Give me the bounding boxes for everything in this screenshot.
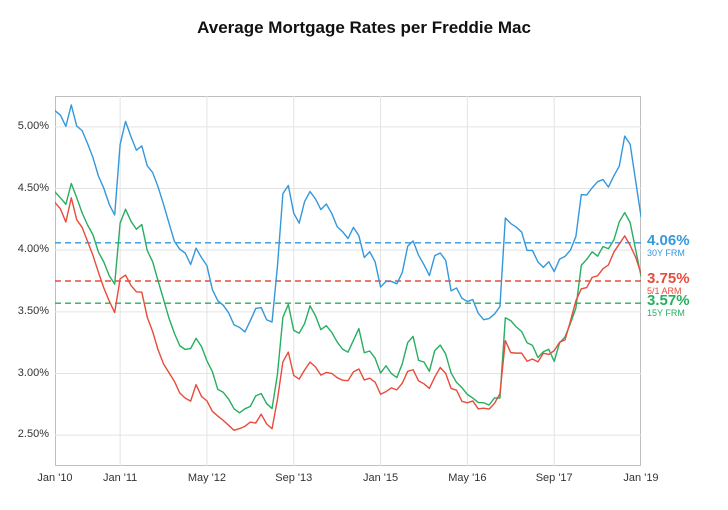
ref-sublabel-ref-30y: 30Y FRM bbox=[647, 249, 685, 258]
chart-container: Average Mortgage Rates per Freddie Mac 2… bbox=[0, 0, 728, 510]
x-tick-label: Sep '17 bbox=[534, 472, 574, 484]
x-tick-label: May '16 bbox=[447, 472, 487, 484]
ref-label-ref-51arm: 3.75% bbox=[647, 271, 690, 286]
x-tick-label: Jan '10 bbox=[35, 472, 75, 484]
chart-title: Average Mortgage Rates per Freddie Mac bbox=[0, 18, 728, 38]
y-tick-label: 3.00% bbox=[18, 367, 49, 379]
x-tick-label: Jan '15 bbox=[361, 472, 401, 484]
x-tick-label: Sep '13 bbox=[274, 472, 314, 484]
y-tick-label: 2.50% bbox=[18, 428, 49, 440]
chart-plot bbox=[55, 96, 641, 466]
x-tick-label: Jan '19 bbox=[621, 472, 661, 484]
y-tick-label: 4.00% bbox=[18, 243, 49, 255]
y-tick-label: 4.50% bbox=[18, 182, 49, 194]
ref-sublabel-ref-15y: 15Y FRM bbox=[647, 309, 685, 318]
x-tick-label: Jan '11 bbox=[100, 472, 140, 484]
x-tick-label: May '12 bbox=[187, 472, 227, 484]
y-tick-label: 3.50% bbox=[18, 305, 49, 317]
y-tick-label: 5.00% bbox=[18, 120, 49, 132]
ref-label-ref-15y: 3.57% bbox=[647, 293, 690, 308]
ref-label-ref-30y: 4.06% bbox=[647, 233, 690, 248]
